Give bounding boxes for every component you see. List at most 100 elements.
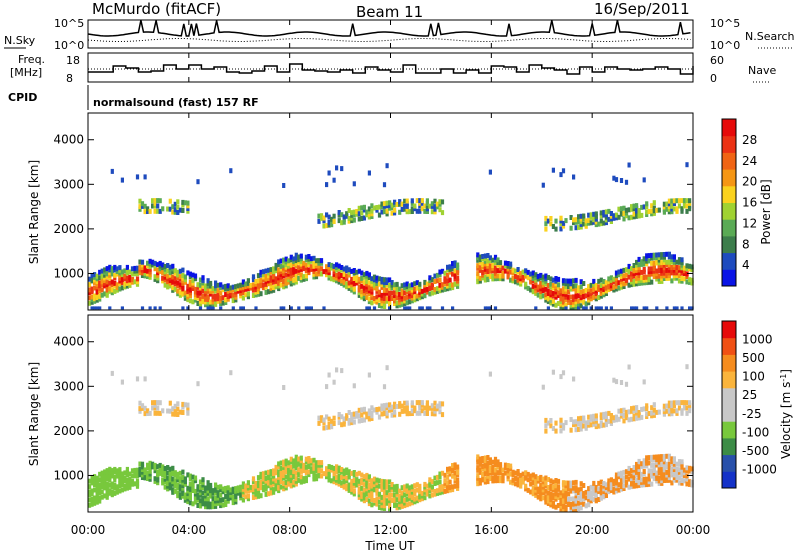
velocity-cell: [607, 489, 611, 495]
power-cell: [289, 257, 293, 263]
power-cell: [574, 304, 578, 310]
power-cell: [531, 289, 535, 295]
velocity-cell: [267, 475, 271, 481]
velocity-cell: [239, 490, 243, 496]
power-cell: [597, 295, 601, 300]
power-cell: [347, 285, 351, 291]
velocity-cell: [440, 412, 445, 418]
velocity-cell: [607, 418, 611, 424]
power-cell: [579, 216, 583, 222]
velocity-cell: [577, 416, 581, 422]
power-cell: [476, 263, 480, 269]
velocity-cell: [307, 464, 311, 469]
power-cell: [657, 268, 661, 274]
power-cell: [541, 282, 545, 288]
velocity-cell: [284, 458, 288, 464]
power-cell: [488, 169, 492, 175]
power-cell: [675, 198, 679, 204]
velocity-cell: [317, 460, 321, 466]
velocity-cell: [438, 474, 442, 480]
power-cell: [451, 285, 455, 291]
power-cell: [325, 223, 329, 229]
velocity-cell: [204, 504, 208, 510]
power-cell: [667, 259, 671, 265]
power-cell: [352, 281, 356, 287]
power-cell: [647, 271, 651, 277]
power-cell: [541, 277, 545, 283]
velocity-cell: [430, 479, 434, 485]
power-cell: [108, 275, 112, 281]
power-cell: [650, 211, 654, 217]
power-cell: [118, 278, 122, 284]
velocity-cell: [123, 483, 127, 489]
velocity-cell: [592, 416, 596, 422]
power-cell: [662, 268, 666, 273]
velocity-cell: [559, 506, 563, 512]
power-cell: [302, 266, 306, 272]
power-cell: [476, 271, 480, 277]
velocity-cell: [282, 470, 286, 476]
power-cell: [438, 269, 442, 275]
power-cell: [685, 263, 689, 269]
velocity-cell: [297, 456, 301, 462]
velocity-cell: [274, 478, 278, 484]
power-cell: [251, 287, 256, 293]
power-cell: [655, 207, 659, 213]
power-cell: [546, 283, 550, 288]
power-cell: [279, 258, 283, 264]
colorbar-segment: [722, 404, 736, 422]
power-cell: [239, 293, 243, 299]
velocity-cell: [443, 478, 447, 484]
power-cell: [493, 268, 498, 274]
power-cell: [269, 267, 273, 273]
power-cell: [551, 224, 555, 229]
power-cell: [166, 273, 170, 279]
velocity-cell: [140, 475, 145, 480]
power-cell: [506, 269, 510, 274]
power-cell: [98, 288, 102, 294]
velocity-cell: [284, 485, 288, 491]
power-cell: [196, 295, 200, 301]
power-cell: [635, 205, 639, 211]
power-cell: [196, 284, 200, 290]
power-cell: [345, 268, 349, 274]
power-cell: [241, 290, 245, 296]
power-cell: [161, 262, 165, 268]
velocity-cell: [216, 500, 220, 506]
velocity-cell: [660, 464, 664, 470]
power-cell: [521, 277, 525, 283]
power-cell: [567, 278, 571, 284]
velocity-cell: [501, 472, 505, 478]
power-cell: [657, 265, 661, 271]
power-cell: [483, 277, 487, 283]
velocity-cell: [418, 497, 422, 503]
velocity-cell: [337, 481, 341, 487]
power-cell: [153, 208, 157, 214]
velocity-cell: [345, 413, 349, 419]
velocity-cell: [264, 483, 268, 489]
velocity-cell: [551, 369, 555, 375]
power-cell: [670, 278, 674, 284]
velocity-cell: [549, 486, 553, 492]
power-cell: [539, 275, 543, 281]
power-cell: [360, 270, 364, 276]
power-cell: [123, 281, 127, 287]
velocity-cell: [178, 409, 182, 415]
power-cell: [680, 257, 684, 263]
power-cell: [289, 254, 293, 260]
velocity-cell: [619, 413, 624, 419]
power-cell: [277, 275, 281, 281]
velocity-cell: [181, 485, 185, 491]
colorbar-tick-label: -25: [742, 407, 762, 421]
velocity-cell: [587, 494, 591, 500]
power-cell: [201, 280, 205, 286]
power-cell: [337, 218, 341, 224]
velocity-cell: [534, 482, 538, 488]
power-cell: [388, 290, 392, 296]
power-cell: [640, 259, 644, 265]
power-cell: [259, 277, 263, 283]
velocity-cell: [332, 465, 336, 471]
power-cell: [206, 283, 210, 289]
velocity-cell: [125, 480, 129, 486]
power-cell: [385, 208, 389, 214]
